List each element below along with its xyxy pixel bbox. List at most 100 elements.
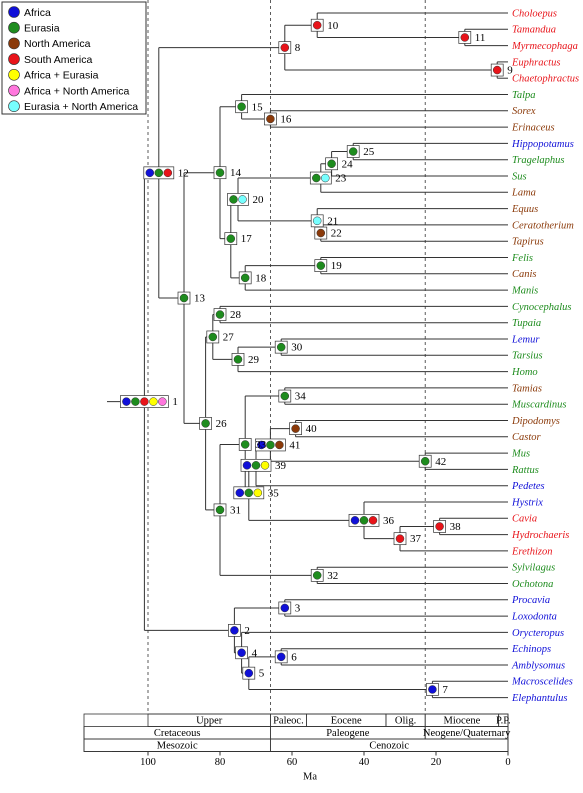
state-dot <box>158 397 167 406</box>
taxon-label: Myrmecophaga <box>511 41 578 52</box>
node-marker <box>206 330 220 344</box>
node-label: 8 <box>295 42 301 54</box>
state-dot <box>395 534 405 543</box>
state-dot <box>163 168 173 178</box>
node-marker <box>346 145 360 158</box>
node-marker <box>433 520 446 533</box>
state-dot <box>229 195 238 204</box>
node-marker <box>314 226 328 240</box>
node-label: 4 <box>252 647 258 659</box>
state-dot <box>215 168 225 177</box>
taxon-label: Hydrochaeris <box>511 530 569 541</box>
state-dot <box>368 516 378 525</box>
node-label: 37 <box>410 533 422 545</box>
node-marker <box>213 503 227 517</box>
node-label: 7 <box>442 684 448 696</box>
legend-swatch <box>8 84 20 97</box>
node-marker <box>393 532 407 546</box>
node-label: 25 <box>363 146 375 158</box>
state-dot <box>140 397 149 406</box>
taxon-label: Felis <box>511 253 533 264</box>
node-label: 39 <box>275 460 287 472</box>
state-dot <box>420 457 430 466</box>
node-marker <box>490 63 504 77</box>
taxon-label: Muscardinus <box>511 400 566 411</box>
state-dot <box>230 626 239 635</box>
node-label: 42 <box>435 456 446 468</box>
state-dot <box>131 397 140 406</box>
timescale-label: Eocene <box>331 716 362 727</box>
taxon-label: Lama <box>511 188 536 199</box>
node-marker <box>325 157 338 171</box>
node-label: 22 <box>331 228 342 240</box>
taxon-label: Pedetes <box>511 481 545 492</box>
taxon-label: Tamias <box>512 383 542 394</box>
node-marker <box>348 513 380 527</box>
state-dot <box>321 173 330 183</box>
legend-swatch <box>8 100 20 112</box>
taxon-label: Ochotona <box>512 579 553 590</box>
taxon-label: Orycteropus <box>512 628 564 639</box>
node-marker <box>278 41 292 54</box>
node-marker <box>228 624 241 637</box>
taxon-label: Erethizon <box>511 546 552 557</box>
state-dot <box>242 461 252 470</box>
state-dot <box>316 261 326 270</box>
legend-swatch <box>8 53 20 65</box>
legend-label: South America <box>24 54 92 66</box>
timescale-label: Miocene <box>444 716 481 727</box>
taxon-label: Cynocephalus <box>512 302 572 313</box>
state-dot <box>251 461 261 470</box>
taxon-label: Choloepus <box>512 8 557 19</box>
state-dot <box>244 488 254 498</box>
state-dot <box>348 147 358 156</box>
node-marker <box>278 601 292 615</box>
state-dot <box>327 159 336 169</box>
node-label: 40 <box>306 423 318 435</box>
taxon-label: Sorex <box>512 106 536 117</box>
tree: Choloepus Tamandua Myrmecophaga Euphractus C… <box>83 0 579 768</box>
legend-box <box>1 1 147 115</box>
state-dot <box>280 391 290 401</box>
node-marker <box>233 486 265 500</box>
node-label: 5 <box>259 668 265 680</box>
node-label: 2 <box>244 625 250 637</box>
state-dot <box>276 342 286 352</box>
taxon-label: Echinops <box>511 644 551 655</box>
taxon-label: Macroscelides <box>511 677 573 688</box>
node-label: 36 <box>383 515 395 527</box>
node-label: 9 <box>507 65 513 77</box>
node-marker <box>240 458 272 472</box>
state-dot <box>238 195 247 204</box>
state-dot <box>266 440 275 450</box>
timescale-label: Neogene/Quaternary <box>423 728 511 739</box>
timescale-label: Upper <box>196 716 223 727</box>
legend: Africa Eurasia North America South America A… <box>8 6 138 113</box>
state-dot <box>312 20 322 30</box>
timescale-label: Paleogene <box>326 728 369 739</box>
node-label: 12 <box>178 167 189 179</box>
state-dot <box>122 397 131 406</box>
node-marker <box>238 438 252 451</box>
timescale-label: Olig. <box>395 716 416 727</box>
state-dot <box>208 332 218 342</box>
x-tick-label: 60 <box>287 757 298 768</box>
taxon-label: Equus <box>511 204 538 215</box>
x-tick-label: 100 <box>140 757 156 768</box>
node-label: 16 <box>280 113 292 125</box>
taxon-label: Homo <box>511 367 538 378</box>
node-marker <box>309 171 332 185</box>
node-label: 34 <box>295 391 307 403</box>
state-dot <box>266 114 275 124</box>
state-dot <box>154 168 164 178</box>
timescale-label: Paleoc. <box>273 716 304 727</box>
taxon-label: Amblysomus <box>511 660 565 671</box>
taxon-label: Tapirus <box>512 237 544 248</box>
node-label: 29 <box>248 354 260 366</box>
state-dot <box>257 440 266 450</box>
timescale-label: Mesozoic <box>157 741 198 752</box>
x-tick-label: 0 <box>505 757 510 768</box>
node-label: 24 <box>342 158 354 170</box>
node-marker <box>278 389 292 403</box>
